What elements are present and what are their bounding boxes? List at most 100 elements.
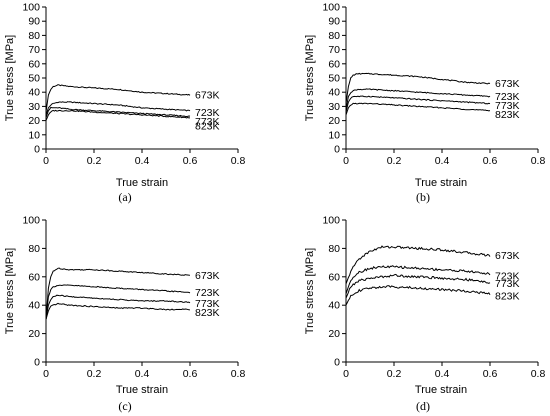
- series-label-a-673K: 673K: [195, 90, 220, 102]
- series-line-d-673K: [345, 245, 491, 285]
- series-label-b-723K: 723K: [495, 91, 520, 103]
- y-tick-label-c: 20: [28, 328, 40, 340]
- x-tick-label-d: 0: [343, 368, 349, 380]
- x-tick-label-b: 0: [343, 155, 349, 167]
- series-line-b-723K: [345, 88, 491, 110]
- x-tick-label-b: 0.6: [483, 155, 498, 167]
- x-tick-label-b: 0.4: [435, 155, 450, 167]
- ylabel-d: True stress [MPa]: [304, 248, 316, 334]
- x-tick-label-b: 0.2: [387, 155, 402, 167]
- series-label-b-673K: 673K: [495, 78, 520, 90]
- ylabel-b: True stress [MPa]: [304, 35, 316, 121]
- y-tick-label-b: 20: [328, 115, 340, 127]
- panel-label-d: (d): [416, 399, 430, 413]
- series-line-c-723K: [45, 284, 191, 320]
- xlabel-a: True strain: [116, 177, 168, 189]
- series-line-d-823K: [345, 285, 491, 306]
- y-tick-label-b: 70: [328, 44, 340, 56]
- y-tick-label-b: 50: [328, 73, 340, 85]
- y-tick-label-c: 80: [28, 243, 40, 255]
- panel-d: True stress [MPa] True strain (d) 0 20 40 6…: [304, 215, 545, 414]
- panel-label-a: (a): [118, 190, 131, 204]
- series-label-a-723K: 723K: [195, 107, 220, 119]
- series-label-d-823K: 823K: [495, 290, 520, 302]
- y-tick-label-c: 60: [28, 271, 40, 283]
- y-tick-label-d: 60: [328, 271, 340, 283]
- y-tick-label-a: 70: [28, 44, 40, 56]
- series-line-c-823K: [45, 302, 191, 320]
- panel-b: True stress [MPa] True strain (b) 0 10 20 3…: [304, 2, 545, 205]
- series-label-c-673K: 673K: [195, 270, 220, 282]
- series-line-b-823K: [345, 102, 491, 116]
- y-tick-label-b: 40: [328, 87, 340, 99]
- series-label-a-773K: 773K: [195, 116, 220, 128]
- panel-c: True stress [MPa] True strain (c) 0 20 40 6…: [4, 215, 245, 414]
- y-tick-label-c: 0: [34, 357, 40, 369]
- xlabel-b: True strain: [415, 177, 467, 189]
- y-tick-label-d: 80: [328, 243, 340, 255]
- ylabel-a: True stress [MPa]: [4, 35, 16, 121]
- y-tick-label-d: 100: [322, 215, 340, 227]
- x-tick-label-c: 0.4: [135, 368, 150, 380]
- series-line-a-773K: [45, 106, 191, 118]
- series-line-b-673K: [345, 72, 491, 104]
- series-label-b-823K: 823K: [495, 109, 520, 121]
- x-tick-label-c: 0: [43, 368, 49, 380]
- x-tick-label-d: 0.4: [435, 368, 450, 380]
- y-tick-label-a: 20: [28, 115, 40, 127]
- x-tick-label-a: 0.6: [183, 155, 198, 167]
- series-line-c-673K: [45, 267, 191, 320]
- series-label-d-673K: 673K: [495, 250, 520, 262]
- x-tick-label-a: 0.4: [135, 155, 150, 167]
- y-tick-label-a: 100: [22, 2, 40, 14]
- series-label-b-773K: 773K: [495, 100, 520, 112]
- y-tick-label-a: 0: [34, 144, 40, 156]
- xlabel-c: True strain: [116, 384, 168, 396]
- y-tick-label-d: 20: [328, 328, 340, 340]
- series-line-d-723K: [345, 265, 491, 295]
- x-tick-label-a: 0.2: [87, 155, 102, 167]
- y-tick-label-b: 30: [328, 101, 340, 113]
- series-label-a-823K: 823K: [195, 120, 220, 132]
- x-tick-label-c: 0.6: [183, 368, 198, 380]
- series-line-b-773K: [345, 95, 491, 113]
- series-label-d-773K: 773K: [495, 278, 520, 290]
- x-tick-label-d: 0.6: [483, 368, 498, 380]
- y-tick-label-a: 90: [28, 16, 40, 28]
- series-label-c-773K: 773K: [195, 298, 220, 310]
- y-tick-label-d: 0: [334, 357, 340, 369]
- y-tick-label-a: 40: [28, 87, 40, 99]
- y-tick-label-a: 10: [28, 129, 40, 141]
- series-label-d-723K: 723K: [495, 270, 520, 282]
- panel-label-c: (c): [118, 399, 131, 413]
- x-tick-label-d: 0.2: [387, 368, 402, 380]
- panel-a: True stress [MPa] True strain (a) 0 10 20 3…: [4, 2, 245, 205]
- series-line-a-723K: [45, 101, 191, 116]
- y-tick-label-a: 60: [28, 58, 40, 70]
- y-tick-label-b: 60: [328, 58, 340, 70]
- x-tick-label-b: 0.8: [531, 155, 546, 167]
- panel-label-b: (b): [416, 190, 430, 204]
- y-tick-label-b: 0: [334, 144, 340, 156]
- y-tick-label-c: 40: [28, 300, 40, 312]
- y-tick-label-d: 40: [328, 300, 340, 312]
- y-tick-label-a: 80: [28, 30, 40, 42]
- x-tick-label-c: 0.8: [231, 368, 246, 380]
- series-line-a-823K: [45, 109, 191, 121]
- x-tick-label-c: 0.2: [87, 368, 102, 380]
- x-tick-label-d: 0.8: [531, 368, 546, 380]
- series-label-c-823K: 823K: [195, 307, 220, 319]
- series-line-a-673K: [45, 84, 191, 113]
- y-tick-label-c: 100: [22, 215, 40, 227]
- series-line-d-773K: [345, 273, 491, 299]
- series-label-c-723K: 723K: [195, 287, 220, 299]
- xlabel-d: True strain: [415, 384, 467, 396]
- ylabel-c: True stress [MPa]: [4, 248, 16, 334]
- x-tick-label-a: 0: [43, 155, 49, 167]
- y-tick-label-a: 30: [28, 101, 40, 113]
- series-line-c-773K: [45, 294, 191, 320]
- y-tick-label-b: 80: [328, 30, 340, 42]
- y-tick-label-a: 50: [28, 73, 40, 85]
- y-tick-label-b: 90: [328, 16, 340, 28]
